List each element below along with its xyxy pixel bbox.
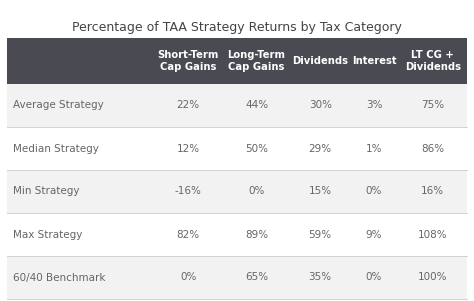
Text: 3%: 3% bbox=[366, 101, 382, 110]
Bar bbox=[7, 256, 467, 299]
Text: 0%: 0% bbox=[366, 187, 382, 197]
Text: 100%: 100% bbox=[418, 272, 447, 283]
Text: 16%: 16% bbox=[421, 187, 444, 197]
Text: 0%: 0% bbox=[248, 187, 265, 197]
Text: 15%: 15% bbox=[309, 187, 332, 197]
Text: Short-Term
Cap Gains: Short-Term Cap Gains bbox=[157, 50, 219, 72]
Text: 29%: 29% bbox=[309, 144, 332, 154]
Text: 1%: 1% bbox=[366, 144, 382, 154]
Text: LT CG +
Dividends: LT CG + Dividends bbox=[405, 50, 461, 72]
Text: 82%: 82% bbox=[176, 229, 200, 240]
Text: Max Strategy: Max Strategy bbox=[13, 229, 82, 240]
Text: 30%: 30% bbox=[309, 101, 332, 110]
Text: Dividends: Dividends bbox=[292, 56, 348, 66]
Text: -16%: -16% bbox=[174, 187, 201, 197]
Text: 65%: 65% bbox=[245, 272, 268, 283]
Text: 89%: 89% bbox=[245, 229, 268, 240]
Bar bbox=[7, 127, 467, 170]
Bar bbox=[7, 38, 467, 84]
Text: Median Strategy: Median Strategy bbox=[13, 144, 99, 154]
Text: 12%: 12% bbox=[176, 144, 200, 154]
Text: Long-Term
Cap Gains: Long-Term Cap Gains bbox=[228, 50, 285, 72]
Text: 44%: 44% bbox=[245, 101, 268, 110]
Text: Min Strategy: Min Strategy bbox=[13, 187, 80, 197]
Bar bbox=[7, 213, 467, 256]
Text: 50%: 50% bbox=[245, 144, 268, 154]
Text: 86%: 86% bbox=[421, 144, 444, 154]
Text: 60/40 Benchmark: 60/40 Benchmark bbox=[13, 272, 106, 283]
Text: 22%: 22% bbox=[176, 101, 200, 110]
Text: Interest: Interest bbox=[352, 56, 396, 66]
Text: 59%: 59% bbox=[309, 229, 332, 240]
Bar bbox=[7, 170, 467, 213]
Text: 108%: 108% bbox=[418, 229, 447, 240]
Text: Percentage of TAA Strategy Returns by Tax Category: Percentage of TAA Strategy Returns by Ta… bbox=[72, 21, 402, 34]
Text: 0%: 0% bbox=[366, 272, 382, 283]
Bar bbox=[7, 84, 467, 127]
Text: 9%: 9% bbox=[366, 229, 382, 240]
Text: 0%: 0% bbox=[180, 272, 196, 283]
Text: 75%: 75% bbox=[421, 101, 444, 110]
Text: 35%: 35% bbox=[309, 272, 332, 283]
Text: Average Strategy: Average Strategy bbox=[13, 101, 104, 110]
